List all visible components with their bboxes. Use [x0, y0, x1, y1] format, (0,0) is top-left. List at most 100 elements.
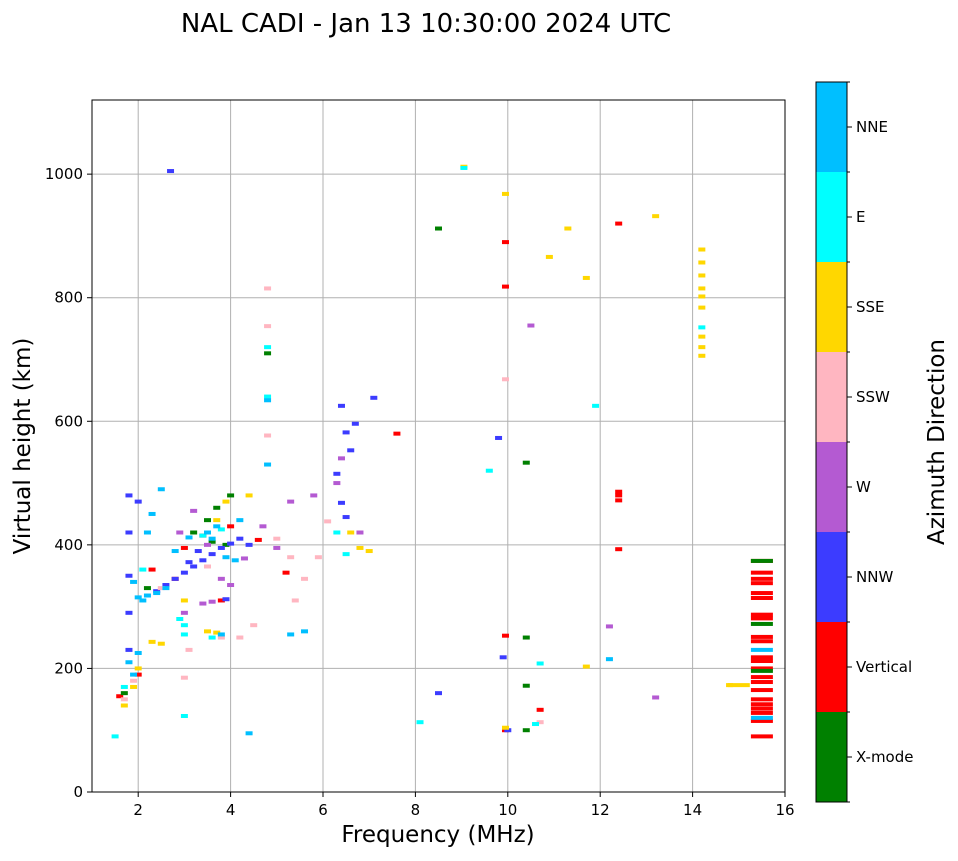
data-point [116, 694, 124, 699]
data-point [199, 533, 207, 538]
data-point [134, 499, 142, 504]
data-point [227, 524, 235, 529]
data-point [501, 284, 509, 289]
data-point [337, 500, 345, 505]
data-point [522, 728, 530, 733]
data-point [176, 617, 184, 621]
data-point [750, 734, 773, 739]
data-point [605, 657, 613, 662]
data-point [120, 697, 128, 702]
data-point [111, 734, 119, 739]
data-point [162, 586, 170, 591]
data-point [213, 630, 221, 635]
data-point [750, 688, 773, 693]
data-point [264, 394, 272, 399]
data-point [264, 345, 272, 350]
data-point [204, 564, 211, 569]
x-tick-label: 2 [133, 801, 143, 819]
data-point [231, 558, 239, 563]
data-point [750, 576, 773, 581]
data-point [536, 720, 544, 725]
data-point [143, 586, 151, 591]
data-point [204, 530, 211, 535]
data-point [222, 597, 230, 602]
data-point [213, 524, 221, 529]
colorbar-segment-nnw [816, 532, 847, 622]
data-point [130, 678, 138, 683]
x-tick-label: 4 [226, 801, 236, 819]
data-point [652, 695, 660, 700]
data-point [582, 664, 590, 669]
data-point [180, 675, 188, 680]
data-point [615, 221, 623, 226]
data-point [143, 593, 151, 598]
colorbar-tick-label: E [856, 208, 865, 226]
data-point [435, 691, 442, 696]
series-e [111, 165, 706, 739]
data-point [356, 545, 364, 550]
data-point [301, 576, 309, 581]
data-point [527, 323, 535, 328]
data-point [125, 493, 133, 498]
data-point [264, 351, 272, 356]
data-point [393, 431, 401, 436]
series-sse [120, 164, 750, 730]
data-point [264, 286, 272, 291]
data-point [750, 558, 773, 563]
data-point [615, 489, 623, 494]
data-point [356, 530, 364, 535]
data-point [501, 633, 509, 638]
data-point [157, 641, 165, 646]
data-point [259, 524, 267, 529]
series-nne [125, 398, 773, 736]
data-point [254, 537, 262, 542]
data-point [750, 706, 773, 711]
y-tick-label: 200 [54, 659, 83, 677]
series-nnw [125, 169, 512, 733]
data-point [750, 570, 773, 575]
data-point [605, 624, 613, 629]
data-point [310, 493, 318, 498]
data-point [185, 535, 193, 540]
data-point [698, 353, 706, 358]
data-point [143, 530, 151, 535]
data-point [750, 710, 773, 715]
series-vertical [116, 221, 773, 739]
data-point [504, 728, 512, 733]
data-point [501, 725, 509, 730]
data-point [180, 610, 188, 615]
data-point [120, 703, 128, 708]
colorbar-segment-e [816, 172, 847, 262]
y-tick-label: 400 [54, 536, 83, 554]
data-point [564, 226, 572, 231]
data-point [495, 435, 503, 440]
data-point [370, 395, 378, 400]
data-point [485, 468, 493, 473]
data-point [153, 591, 161, 596]
data-point [176, 530, 184, 535]
colorbar-segment-sse [816, 262, 847, 352]
data-point [750, 639, 773, 644]
data-point [365, 549, 373, 554]
data-point [222, 542, 230, 547]
data-point [240, 556, 248, 561]
data-point [314, 555, 322, 560]
data-point [416, 720, 424, 725]
data-point [501, 377, 509, 382]
data-point [750, 621, 773, 626]
plot-frame [91, 99, 786, 793]
x-tick-label: 16 [775, 801, 794, 819]
data-point [273, 545, 281, 550]
data-point [698, 334, 706, 339]
colorbar-tick-label: SSE [856, 298, 885, 316]
data-point [180, 714, 188, 719]
data-point [750, 702, 773, 707]
data-point [180, 570, 188, 575]
data-point [120, 684, 128, 689]
data-point [148, 639, 156, 644]
data-point [204, 542, 211, 547]
data-point [217, 527, 225, 532]
data-point [204, 518, 211, 523]
